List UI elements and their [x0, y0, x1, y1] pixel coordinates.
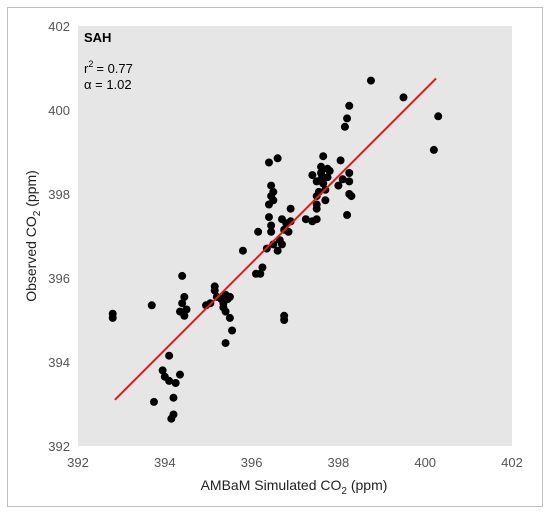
data-point: [165, 351, 174, 360]
data-point: [323, 173, 332, 182]
data-point: [167, 414, 176, 423]
x-tick-labels: 392 394 396 398 400 402: [67, 455, 523, 470]
data-point: [399, 93, 408, 102]
y-tick-label: 396: [48, 271, 70, 286]
data-point: [429, 145, 438, 154]
fit-line: [114, 77, 437, 401]
y-tick-label: 402: [48, 19, 70, 34]
data-point: [366, 76, 375, 85]
data-point: [149, 397, 158, 406]
x-axis-title: AMBaM Simulated CO2 (ppm): [201, 477, 388, 497]
data-point: [319, 152, 328, 161]
data-point: [345, 101, 354, 110]
y-tick-label: 398: [48, 187, 70, 202]
data-point: [108, 313, 117, 322]
data-point: [221, 339, 230, 348]
data-point: [347, 192, 356, 201]
data-point: [317, 169, 326, 177]
y-tick-labels: 392 394 396 398 400 402: [48, 19, 70, 454]
data-point: [267, 227, 276, 236]
data-point: [178, 271, 187, 280]
data-point: [343, 211, 352, 219]
data-point: [182, 305, 191, 314]
data-point: [319, 179, 328, 188]
data-point: [225, 292, 234, 301]
x-tick-label: 398: [328, 455, 350, 470]
data-point: [175, 370, 184, 379]
data-point: [147, 301, 156, 310]
data-point: [343, 114, 352, 123]
data-point: [158, 366, 167, 375]
data-point: [210, 286, 219, 295]
x-tick-label: 396: [241, 455, 263, 470]
data-point: [308, 171, 317, 180]
y-tick-label: 392: [48, 439, 70, 454]
plot-area: [78, 26, 512, 446]
alpha-annotation: α = 1.02: [84, 77, 132, 92]
data-point: [225, 313, 234, 322]
x-tick-label: 402: [501, 455, 523, 470]
data-point: [340, 122, 349, 131]
data-point: [269, 196, 278, 205]
data-point: [228, 326, 237, 335]
data-point: [267, 181, 276, 190]
data-point: [312, 215, 321, 224]
data-point: [178, 299, 187, 308]
data-point: [312, 204, 321, 213]
data-point: [171, 379, 180, 387]
data-point: [219, 303, 228, 312]
data-point: [284, 227, 293, 236]
data-point: [264, 213, 273, 222]
data-point: [264, 158, 273, 167]
data-point: [238, 246, 247, 255]
data-point: [338, 175, 347, 184]
data-point: [345, 177, 354, 186]
data-point: [334, 181, 343, 190]
data-point: [269, 187, 278, 196]
x-tick-label: 392: [67, 455, 89, 470]
data-point: [273, 246, 282, 255]
data-point: [267, 221, 276, 230]
data-point: [301, 215, 310, 224]
data-point: [169, 393, 178, 402]
y-tick-label: 400: [48, 103, 70, 118]
y-axis-title: Observed CO2 (ppm): [23, 170, 43, 302]
data-point: [325, 166, 334, 175]
data-point: [273, 154, 282, 163]
data-point: [317, 162, 326, 171]
data-point: [180, 311, 189, 320]
y-tick-label: 394: [48, 355, 70, 370]
data-point: [277, 240, 286, 249]
x-tick-label: 394: [154, 455, 176, 470]
x-tick-label: 400: [414, 455, 436, 470]
r-squared-annotation: r2 = 0.77: [84, 59, 133, 76]
site-label: SAH: [84, 30, 111, 45]
data-point: [321, 196, 330, 205]
data-point: [336, 156, 345, 165]
data-point: [286, 204, 295, 213]
data-point: [280, 316, 289, 324]
data-point: [256, 269, 265, 278]
data-point: [180, 292, 189, 301]
data-point: [434, 112, 443, 121]
data-point: [254, 227, 263, 236]
data-point: [345, 169, 354, 177]
data-point: [165, 376, 174, 385]
data-point: [258, 263, 267, 272]
